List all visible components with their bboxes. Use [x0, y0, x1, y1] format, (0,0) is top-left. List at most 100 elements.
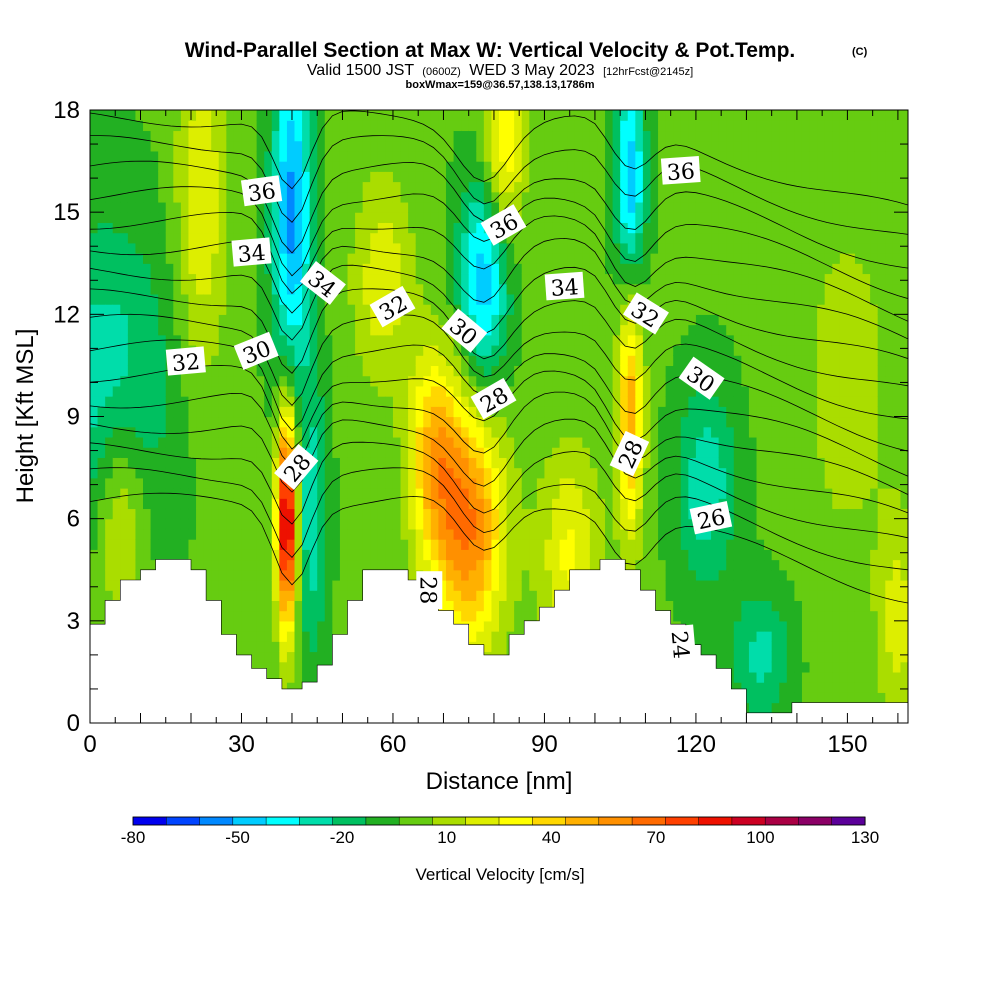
velocity-cell: [695, 110, 705, 121]
velocity-cell: [445, 334, 455, 346]
velocity-cell: [642, 150, 652, 162]
velocity-cell: [377, 171, 386, 183]
velocity-cell: [529, 110, 538, 121]
velocity-cell: [211, 436, 220, 448]
velocity-cell: [347, 426, 356, 438]
velocity-cell: [112, 590, 121, 601]
velocity-cell: [415, 385, 424, 397]
velocity-cell: [256, 375, 265, 387]
velocity-cell: [665, 508, 674, 520]
velocity-cell: [294, 631, 303, 642]
velocity-cell: [695, 579, 705, 591]
velocity-cell: [688, 447, 697, 458]
velocity-cell: [688, 467, 697, 479]
velocity-cell: [574, 365, 583, 377]
velocity-cell: [332, 447, 341, 458]
velocity-cell: [143, 181, 152, 193]
velocity-cell: [135, 447, 144, 458]
subtitle-forecast: [12hrFcst@2145z]: [603, 66, 693, 78]
velocity-cell: [150, 314, 159, 326]
velocity-cell: [658, 120, 667, 132]
velocity-cell: [347, 396, 356, 407]
velocity-cell: [127, 191, 137, 203]
velocity-cell: [105, 171, 114, 183]
velocity-cell: [688, 242, 697, 254]
velocity-cell: [347, 150, 356, 162]
velocity-cell: [506, 181, 515, 193]
velocity-cell: [158, 324, 167, 336]
velocity-cell: [90, 355, 99, 367]
velocity-cell: [112, 375, 121, 387]
velocity-cell: [499, 528, 508, 540]
velocity-cell: [188, 467, 197, 479]
velocity-cell: [90, 385, 99, 397]
velocity-cell: [589, 171, 599, 183]
velocity-cell: [574, 334, 583, 346]
velocity-cell: [97, 528, 106, 540]
velocity-cell: [211, 273, 220, 285]
velocity-cell: [582, 488, 591, 499]
velocity-cell: [438, 590, 447, 601]
velocity-cell: [218, 498, 227, 510]
velocity-cell: [597, 222, 606, 234]
velocity-cell: [97, 201, 106, 213]
velocity-cell: [150, 467, 159, 479]
velocity-cell: [695, 242, 705, 254]
velocity-cell: [711, 242, 720, 254]
velocity-cell: [97, 467, 106, 479]
velocity-cell: [483, 579, 493, 591]
velocity-cell: [112, 324, 121, 336]
velocity-cell: [271, 140, 280, 152]
velocity-cell: [158, 549, 167, 561]
velocity-cell: [680, 191, 689, 203]
velocity-cell: [680, 600, 689, 612]
velocity-cell: [362, 314, 371, 326]
velocity-cell: [150, 518, 159, 530]
velocity-cell: [559, 498, 568, 510]
velocity-cell: [241, 518, 250, 530]
velocity-cell: [620, 110, 629, 121]
velocity-cell: [317, 610, 326, 622]
velocity-cell: [218, 355, 227, 367]
velocity-cell: [302, 539, 311, 550]
velocity-cell: [574, 263, 583, 275]
velocity-cell: [317, 150, 326, 162]
velocity-cell: [544, 304, 553, 315]
velocity-cell: [233, 120, 243, 132]
velocity-cell: [120, 457, 129, 469]
velocity-cell: [445, 467, 455, 479]
velocity-cell: [279, 344, 288, 356]
velocity-cell: [188, 283, 197, 295]
velocity-cell: [332, 293, 341, 305]
velocity-cell: [279, 110, 288, 121]
velocity-cell: [218, 140, 227, 152]
velocity-cell: [347, 212, 356, 223]
velocity-cell: [468, 559, 477, 571]
velocity-cell: [173, 324, 182, 336]
velocity-cell: [408, 488, 417, 499]
velocity-cell: [271, 488, 280, 499]
velocity-cell: [483, 110, 493, 121]
velocity-cell: [506, 488, 515, 499]
velocity-cell: [294, 273, 303, 285]
velocity-cell: [423, 201, 432, 213]
velocity-cell: [143, 426, 152, 438]
velocity-cell: [582, 396, 591, 407]
velocity-cell: [370, 477, 379, 489]
velocity-cell: [521, 120, 530, 132]
velocity-cell: [567, 406, 576, 418]
velocity-cell: [483, 467, 493, 479]
velocity-cell: [491, 355, 500, 367]
velocity-cell: [605, 426, 614, 438]
velocity-cell: [196, 396, 205, 407]
velocity-cell: [203, 344, 212, 356]
velocity-cell: [377, 365, 386, 377]
velocity-cell: [97, 477, 106, 489]
velocity-cell: [347, 375, 356, 387]
velocity-cell: [241, 590, 250, 601]
velocity-cell: [400, 110, 409, 121]
velocity-cell: [302, 324, 311, 336]
velocity-cell: [620, 324, 629, 336]
velocity-cell: [445, 477, 455, 489]
velocity-cell: [256, 631, 265, 642]
